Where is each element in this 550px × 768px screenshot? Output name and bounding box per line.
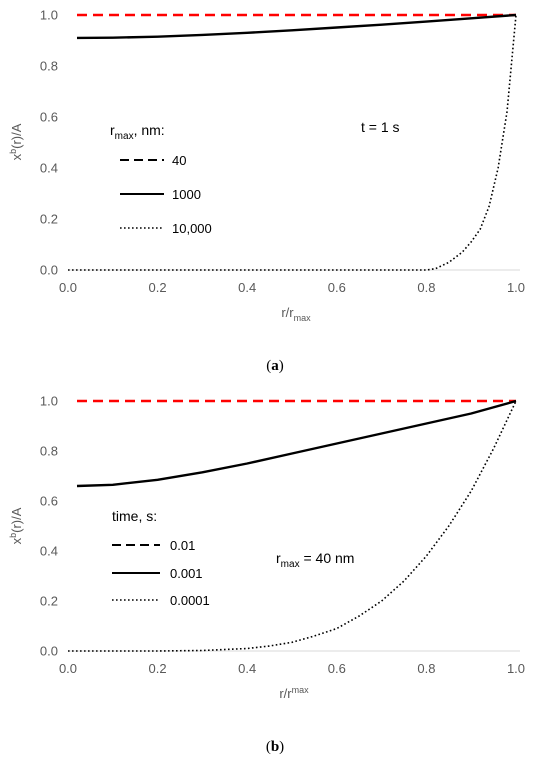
x-tick-label: 0.8 [417, 661, 435, 676]
series-line-dotted [68, 400, 517, 652]
y-tick-label: 0.8 [40, 59, 58, 74]
caption-a: (a) [266, 358, 284, 374]
caption-b: (b) [266, 739, 284, 755]
x-tick-label: 0.0 [59, 280, 77, 295]
y-tick-labels-b: 0.0 0.2 0.4 0.6 0.8 1.0 [40, 394, 58, 659]
y-tick-label: 0.4 [40, 161, 58, 176]
x-tick-labels-a: 0.0 0.2 0.4 0.6 0.8 1.0 [59, 280, 525, 295]
y-tick-label: 0.8 [40, 444, 58, 459]
y-axis-label-b: xb(r)/A [8, 507, 24, 544]
x-tick-label: 0.2 [149, 661, 167, 676]
series-line-solid [76, 399, 517, 488]
x-axis-label-b: r/rmax [279, 685, 309, 701]
series-line-dotted [68, 14, 517, 271]
x-tick-label: 0.6 [328, 661, 346, 676]
legend-entry-b-1: 0.001 [112, 566, 203, 581]
annotation-a: t = 1 s [361, 119, 400, 135]
legend-title-a: rmax, nm: [110, 122, 165, 142]
legend-label: 1000 [172, 187, 201, 202]
y-tick-label: 0.2 [40, 594, 58, 609]
legend-entry-b-0: 0.01 [112, 538, 195, 553]
y-tick-label: 0.0 [40, 644, 58, 659]
legend-label: 40 [172, 153, 186, 168]
series-group-a [68, 13, 517, 271]
x-tick-label: 0.0 [59, 661, 77, 676]
x-tick-label: 0.4 [238, 661, 256, 676]
y-tick-labels-a: 0.0 0.2 0.4 0.6 0.8 1.0 [40, 8, 58, 278]
legend-entry-a-1: 1000 [120, 187, 201, 202]
x-tick-label: 0.8 [417, 280, 435, 295]
legend-label: 0.001 [170, 566, 203, 581]
y-tick-label: 0.4 [40, 544, 58, 559]
x-tick-label: 1.0 [507, 661, 525, 676]
y-tick-label: 0.0 [40, 263, 58, 278]
y-tick-label: 0.6 [40, 110, 58, 125]
annotation-b: rmax = 40 nm [276, 550, 354, 570]
x-tick-labels-b: 0.0 0.2 0.4 0.6 0.8 1.0 [59, 661, 525, 676]
chart-panel-b: 0.0 0.2 0.4 0.6 0.8 1.0 0.0 0.2 0.4 0.6 0.8 1.0 xb… [8, 394, 525, 756]
y-axis-label-a: xb(r)/A [8, 123, 24, 160]
chart-panel-a: 0.0 0.2 0.4 0.6 0.8 1.0 0.0 0.2 0.4 0.6 0.8 1.0 xb… [8, 8, 525, 375]
legend-entry-a-2: 10,000 [120, 221, 212, 236]
legend-label: 0.0001 [170, 593, 210, 608]
x-tick-label: 0.6 [328, 280, 346, 295]
x-axis-label-a: r/rmax [281, 305, 311, 323]
legend-label: 10,000 [172, 221, 212, 236]
x-tick-label: 0.2 [149, 280, 167, 295]
legend-entry-b-2: 0.0001 [112, 593, 210, 608]
legend-label: 0.01 [170, 538, 195, 553]
series-group-b [68, 399, 517, 652]
legend-b: time, s: 0.01 0.001 0.0001 [112, 508, 210, 608]
y-tick-label: 0.2 [40, 212, 58, 227]
y-tick-label: 1.0 [40, 8, 58, 23]
legend-title-b: time, s: [112, 508, 157, 524]
x-tick-label: 0.4 [238, 280, 256, 295]
legend-entry-a-0: 40 [120, 153, 186, 168]
y-tick-label: 1.0 [40, 394, 58, 409]
legend-a: rmax, nm: 40 1000 10,000 [110, 122, 212, 236]
series-line-solid [76, 13, 517, 40]
y-tick-label: 0.6 [40, 494, 58, 509]
x-tick-label: 1.0 [507, 280, 525, 295]
